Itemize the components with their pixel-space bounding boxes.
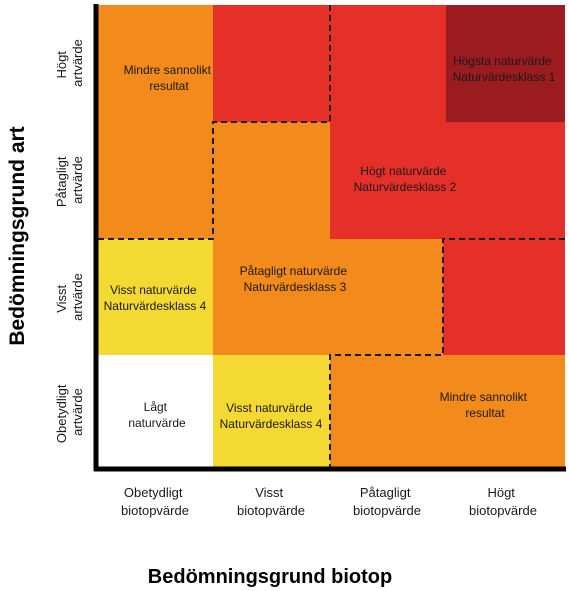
x-level-visst: Visst biotopvärde xyxy=(237,485,305,518)
label-line: Visst naturvärde xyxy=(110,283,197,297)
x-level-labels: Obetydligt biotopvärde Visst biotopvärde… xyxy=(121,485,537,518)
label-line: biotopvärde xyxy=(353,503,421,518)
label-line: Obetydligt xyxy=(124,485,183,500)
label-line: Mindre sannolikt xyxy=(124,63,212,77)
x-level-obetydligt: Obetydligt biotopvärde xyxy=(121,485,189,518)
label-line: Naturvärdesklass 1 xyxy=(453,70,556,84)
y-level-obetydligt: Obetydligt artvärde xyxy=(54,381,85,443)
label-line: Naturvärdesklass 4 xyxy=(104,299,207,313)
label-line: Påtagligt xyxy=(360,485,411,500)
label-line: biotopvärde xyxy=(121,503,189,518)
label-line: naturvärde xyxy=(128,416,186,430)
x-level-patagligt: Påtagligt biotopvärde xyxy=(353,485,421,518)
fill-orange-mid-a xyxy=(213,122,330,239)
label-line: Mindre sannolikt xyxy=(440,390,528,404)
class-boundaries xyxy=(97,5,565,469)
label-hogsta-naturvarde: Högsta naturvärde Naturvärdesklass 1 xyxy=(453,54,556,84)
label-line: biotopvärde xyxy=(469,503,537,518)
label-line: artvärde xyxy=(70,388,85,436)
label-line: Visst naturvärde xyxy=(226,401,313,415)
label-patagligt-naturvarde: Påtagligt naturvärde Naturvärdesklass 3 xyxy=(240,264,351,294)
fill-orange-mid-b xyxy=(213,239,443,355)
label-line: Påtagligt xyxy=(54,156,69,207)
label-line: biotopvärde xyxy=(237,503,305,518)
boundary-top xyxy=(97,5,331,240)
y-level-hogt: Högt artvärde xyxy=(54,39,85,87)
fill-dark-red xyxy=(446,5,565,122)
fill-yellow-bottom xyxy=(213,355,330,469)
label-visst-naturvarde-bottom: Visst naturvärde Naturvärdesklass 4 xyxy=(220,401,323,431)
label-lagt-naturvarde: Lågt naturvärde xyxy=(128,400,186,430)
axes xyxy=(93,4,566,472)
fill-red-mid xyxy=(330,122,565,239)
label-line: Högsta naturvärde xyxy=(453,54,552,68)
label-line: artvärde xyxy=(70,39,85,87)
label-line: resultat xyxy=(149,79,189,93)
label-line: Högt xyxy=(487,485,515,500)
label-line: Lågt xyxy=(144,400,168,414)
region-labels: Mindre sannolikt resultat Högsta naturvä… xyxy=(104,54,556,431)
label-mindre-sannolikt-bottom: Mindre sannolikt resultat xyxy=(440,390,531,420)
fill-orange-bottom xyxy=(330,355,565,469)
label-line: Naturvärdesklass 3 xyxy=(244,280,347,294)
fill-red-right xyxy=(443,239,565,355)
y-level-labels: Högt artvärde Påtagligt artvärde Visst a… xyxy=(54,39,85,443)
boundary-middle xyxy=(329,238,565,469)
label-line: resultat xyxy=(465,406,505,420)
label-line: Naturvärdesklass 2 xyxy=(354,180,457,194)
label-line: Högt naturvärde xyxy=(360,164,446,178)
x-level-hogt: Högt biotopvärde xyxy=(469,485,537,518)
label-line: Visst xyxy=(54,284,69,312)
label-line: Visst xyxy=(255,485,283,500)
fill-red-top xyxy=(213,5,446,122)
label-visst-naturvarde-left: Visst naturvärde Naturvärdesklass 4 xyxy=(104,283,207,313)
region-fills xyxy=(97,5,565,469)
label-line: Obetydligt xyxy=(54,384,69,443)
label-line: Naturvärdesklass 4 xyxy=(220,417,323,431)
y-axis-title: Bedömningsgrund art xyxy=(6,126,29,345)
label-line: artvärde xyxy=(70,156,85,204)
label-line: artvärde xyxy=(70,273,85,321)
label-line: Påtagligt naturvärde xyxy=(240,264,348,278)
x-axis-title: Bedömningsgrund biotop xyxy=(148,566,392,588)
fill-white xyxy=(97,355,213,469)
y-level-patagligt: Påtagligt artvärde xyxy=(54,153,85,207)
fill-top-left xyxy=(97,5,213,239)
label-hogt-naturvarde: Högt naturvärde Naturvärdesklass 2 xyxy=(354,164,457,194)
y-level-visst: Visst artvärde xyxy=(54,273,85,321)
fill-yellow-left xyxy=(97,239,213,355)
label-line: Högt xyxy=(54,51,69,79)
label-mindre-sannolikt-top: Mindre sannolikt resultat xyxy=(124,63,215,93)
